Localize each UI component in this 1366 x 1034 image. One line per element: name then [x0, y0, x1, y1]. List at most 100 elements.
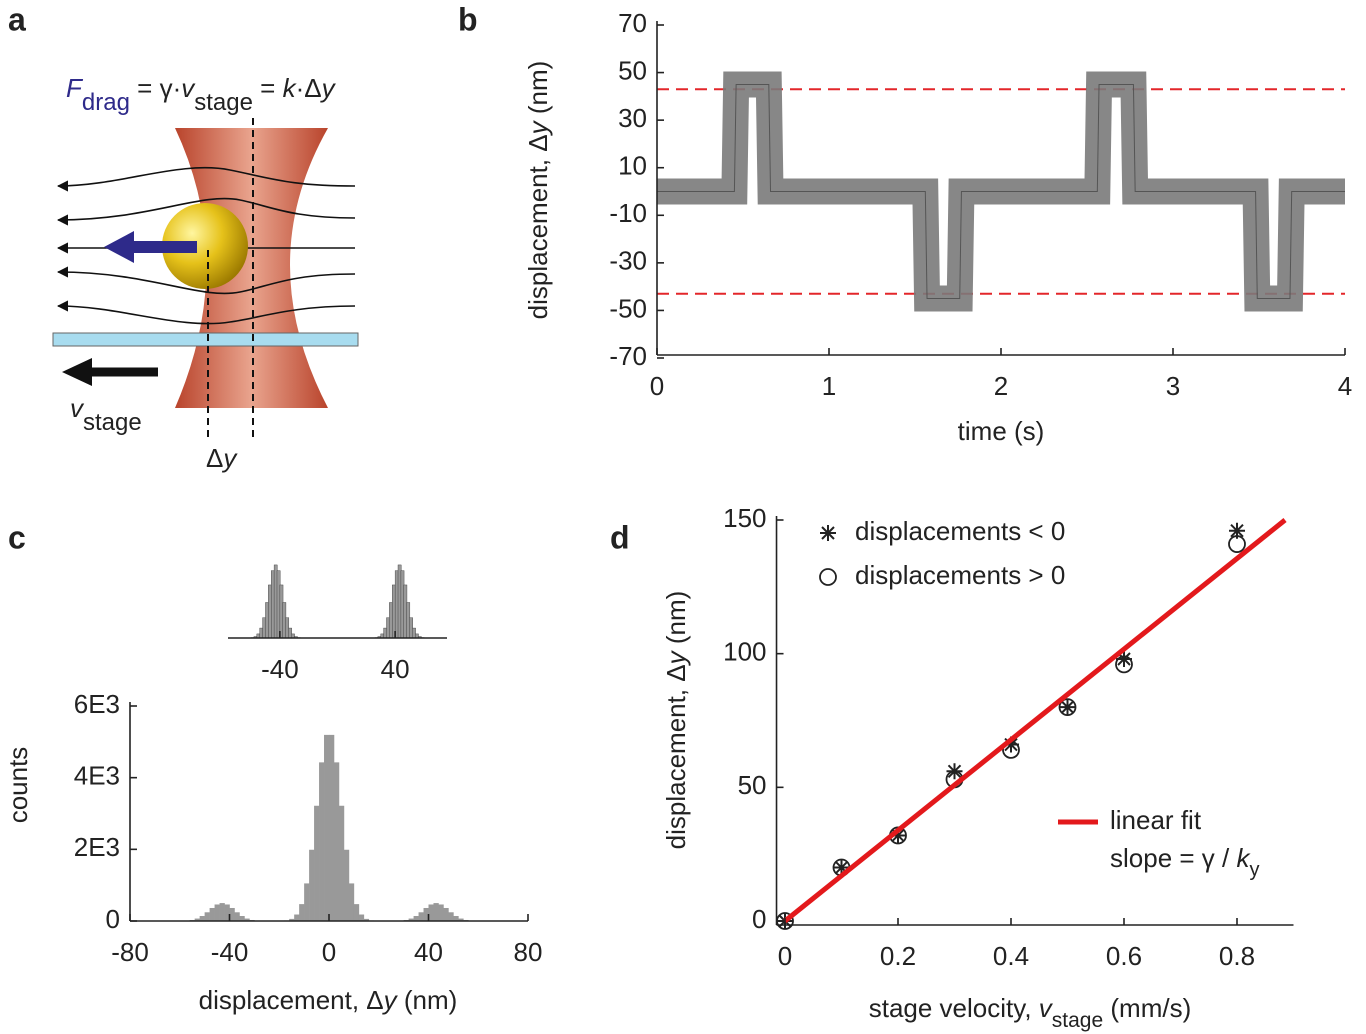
y-tick-label: 50 — [738, 770, 767, 800]
hist-bar — [428, 904, 434, 921]
circle-marker — [1058, 698, 1077, 717]
rich-text: slope = γ / ky — [1110, 843, 1259, 881]
x-tick-label: 0 — [778, 941, 792, 971]
x-tick-label: 0.4 — [993, 941, 1029, 971]
y-tick-label: 0 — [106, 904, 120, 934]
text-part: Δ — [206, 443, 223, 473]
hist-bar — [304, 883, 310, 921]
hist-bar — [224, 904, 230, 921]
hist-bar — [448, 912, 454, 921]
text-part: displacement, Δ — [661, 664, 691, 849]
asterisk-marker — [890, 827, 906, 844]
text-part: v — [1039, 993, 1054, 1023]
x-tick-label: 4 — [1338, 371, 1352, 401]
hist-bar — [289, 918, 295, 921]
hist-bar — [319, 762, 325, 921]
x-tick-label: 1 — [822, 371, 836, 401]
text-part: drag — [82, 89, 130, 116]
x-tick-label: -80 — [111, 937, 149, 967]
panel-label: c — [8, 519, 26, 555]
text-part: = — [253, 73, 283, 103]
rich-text: displacement, Δy (nm) — [523, 61, 553, 320]
text-part: k — [283, 73, 298, 103]
hist-bar — [329, 734, 335, 921]
x-tick-label: 40 — [381, 654, 410, 684]
text-part: (nm) — [397, 985, 458, 1015]
text-part: v — [70, 393, 85, 423]
x-tick-label: 80 — [514, 937, 543, 967]
hist-bar — [214, 904, 220, 921]
text-part: (mm/s) — [1103, 993, 1191, 1023]
hist-bar — [234, 912, 240, 921]
hist-bar — [239, 916, 245, 921]
text-part: v — [181, 73, 196, 103]
x-tick-label: -40 — [211, 937, 249, 967]
hist-bar — [343, 849, 350, 921]
hist-bar — [324, 734, 330, 921]
text-part: stage — [194, 89, 253, 116]
y-tick-label: 50 — [618, 55, 647, 85]
asterisk-marker — [1229, 522, 1245, 539]
hist-bar — [199, 916, 205, 921]
hist-bar — [423, 907, 429, 921]
hist-bar — [458, 918, 464, 921]
legend-label: displacements < 0 — [855, 516, 1065, 546]
x-tick-label: 0.2 — [880, 941, 916, 971]
hist-bar — [338, 805, 345, 921]
x-tick-label: 0.8 — [1219, 941, 1255, 971]
text-part: y — [320, 73, 337, 103]
trace-core — [657, 83, 1345, 300]
fit-line — [783, 518, 1287, 923]
hist-bar — [194, 918, 200, 921]
hist-bar — [443, 907, 449, 921]
text-part: stage velocity, — [869, 993, 1039, 1023]
x-tick-label: -40 — [261, 654, 299, 684]
coverslip — [52, 332, 359, 347]
legend-marker — [820, 525, 836, 541]
text-part: stage — [1052, 1009, 1103, 1032]
x-tick-label: 0 — [650, 371, 664, 401]
hist-bar — [408, 918, 414, 921]
hist-bar — [244, 918, 250, 921]
y-tick-label: 4E3 — [74, 761, 120, 791]
dashed-lines — [207, 118, 254, 440]
hist-bar — [358, 914, 365, 921]
panel-label: d — [610, 519, 630, 555]
legend-marker — [819, 568, 837, 586]
stage-arrow-head — [62, 358, 92, 386]
text-part: k — [1236, 843, 1251, 873]
x-tick-label: 0.6 — [1106, 941, 1142, 971]
drag-arrow-head — [104, 231, 134, 263]
circle-marker — [1115, 655, 1133, 674]
y-tick-label: 10 — [618, 151, 647, 181]
text-part: = γ· — [130, 73, 181, 103]
text-part: slope = γ / — [1110, 843, 1236, 873]
y-tick-label: 0 — [752, 904, 766, 934]
x-tick-label: 0 — [322, 937, 336, 967]
text-part: displacement, Δ — [523, 134, 553, 319]
hist-bar — [209, 907, 215, 921]
y-tick-label: 6E3 — [74, 689, 120, 719]
y-tick-label: -50 — [609, 293, 647, 323]
x-tick-label: 2 — [994, 371, 1008, 401]
asterisk-marker — [1059, 699, 1076, 716]
hist-bar — [348, 883, 355, 921]
panel-label: a — [8, 1, 26, 37]
bead — [162, 203, 248, 289]
panel-label: b — [458, 1, 478, 37]
circle-marker — [1228, 535, 1246, 553]
rich-text: displacement, Δy (nm) — [661, 591, 691, 850]
text-part: y — [661, 649, 691, 666]
hist-bar — [413, 916, 419, 921]
text-part: F — [66, 73, 84, 103]
y-tick-label: 150 — [723, 503, 766, 533]
legend-label: linear fit — [1110, 805, 1202, 835]
text-part: (nm) — [661, 591, 691, 652]
y-tick-label: 70 — [618, 8, 647, 38]
rich-text: stage velocity, vstage (mm/s) — [869, 993, 1192, 1032]
rich-text: displacement, Δy (nm) — [199, 985, 458, 1015]
y-tick-label: -30 — [609, 246, 647, 276]
text-part: y — [382, 985, 399, 1015]
diagram-a: a — [8, 1, 359, 440]
